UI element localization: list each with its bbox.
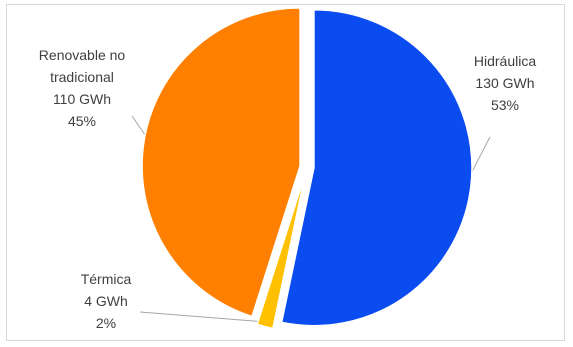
leader-line-termica [139, 311, 267, 323]
label-renovable-value: 110 GWh [53, 91, 111, 107]
slice-hidraulica [280, 8, 473, 327]
label-termica-name: Térmica [81, 271, 132, 287]
label-renovable-percent: 45% [68, 113, 96, 129]
slice-renovable [141, 7, 301, 318]
label-termica-value: 4 GWh [84, 293, 128, 309]
label-renovable-name-line1: Renovable no [39, 47, 126, 63]
label-hidraulica-name: Hidráulica [474, 53, 536, 69]
slice-termica [256, 173, 306, 330]
label-renovable-name-line2: tradicional [50, 69, 114, 85]
label-hidraulica-value: 130 GWh [475, 75, 534, 91]
label-hidraulica-percent: 53% [491, 97, 519, 113]
label-termica-percent: 2% [96, 315, 116, 331]
